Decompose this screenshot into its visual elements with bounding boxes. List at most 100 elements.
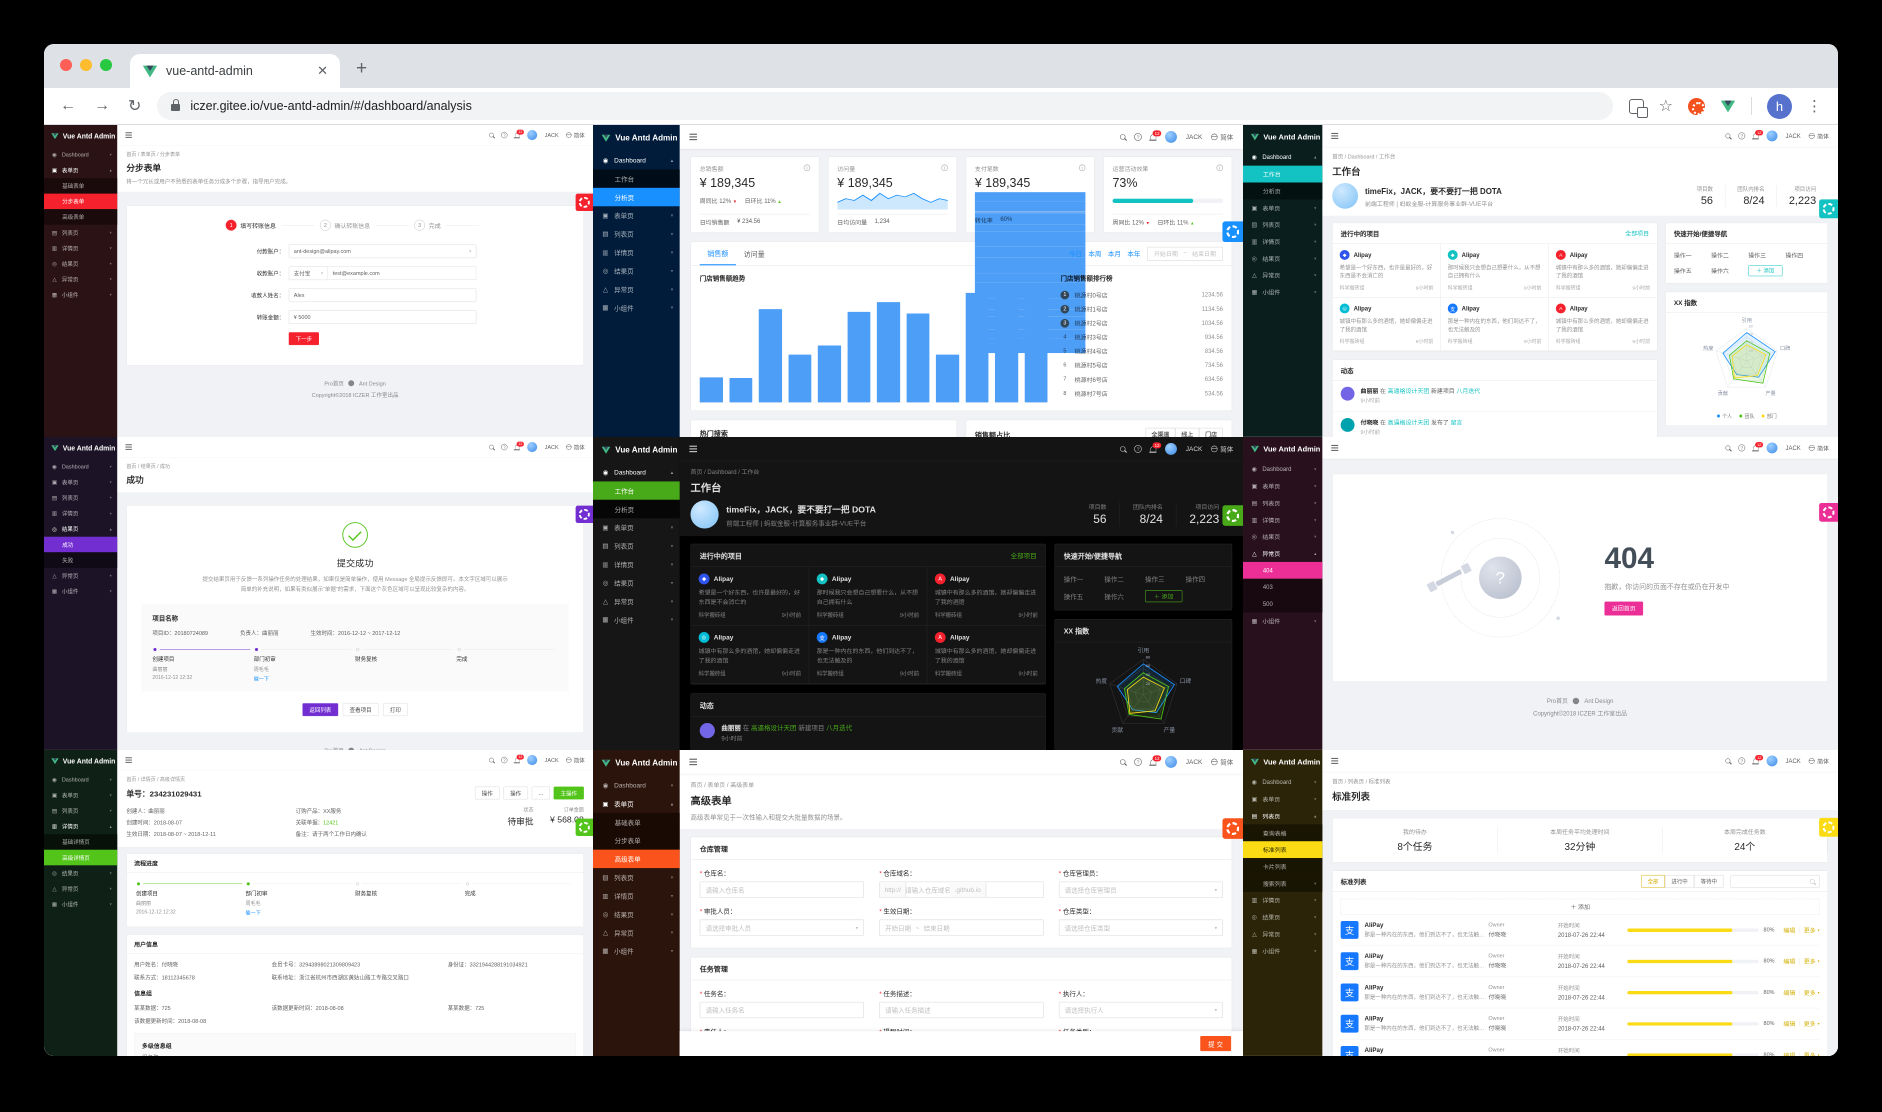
breadcrumb[interactable]: 首页 / 表单页 / 分步表单	[126, 151, 181, 158]
menu-fold-icon[interactable]	[1331, 444, 1339, 446]
sidebar-menu-item[interactable]: ▦ 小组件 ▾	[602, 615, 674, 624]
more-link[interactable]: 更多	[1803, 989, 1816, 997]
submit-button[interactable]: 提 交	[1200, 1036, 1232, 1052]
sidebar-menu-item[interactable]: ◎ 结果页 ▾	[602, 910, 674, 919]
project-card[interactable]: ◆ Alipay 那时候我只会想自己想要什么，从不想自己拥有什么 科学搬砖组 9小时前	[1440, 243, 1549, 298]
language-switcher[interactable]: 简体	[1211, 757, 1233, 766]
project-card[interactable]: A Alipay 城镇中有那么多的酒馆，她却偏偏走进了我的酒馆 科学搬砖组 9小时前	[1548, 298, 1657, 352]
project-card[interactable]: ◎ Alipay 城镇中有那么多的酒馆，她却偏偏走进了我的酒馆 科学搬砖组 9小时前	[1332, 297, 1441, 352]
app-logo[interactable]: Vue Antd Admin	[1243, 750, 1322, 774]
sidebar-menu-item[interactable]: 404	[1243, 561, 1323, 579]
username[interactable]: JACK	[1785, 444, 1801, 452]
theme-settings-button[interactable]	[1222, 505, 1243, 526]
theme-settings-button[interactable]	[575, 505, 593, 524]
sidebar-menu-item[interactable]: △ 异常页 ▾	[602, 928, 674, 937]
project-card[interactable]: 支 Alipay 那是一种内在的东西，他们到达不了，也无法触及的 科学搬砖组 9小时前	[1440, 297, 1549, 352]
help-icon[interactable]	[1738, 132, 1746, 140]
url-field[interactable]: iczer.gitee.io/vue-antd-admin/#/dashboar…	[157, 92, 1613, 120]
sidebar-menu-item[interactable]: ▣ 表单页 ▾	[51, 479, 112, 486]
quick-nav-link[interactable]: 操作二	[1104, 575, 1124, 584]
app-logo[interactable]: Vue Antd Admin	[593, 750, 680, 776]
sidebar-menu-item[interactable]: ▣ 表单页 ▾	[602, 523, 674, 532]
form-control[interactable]: 请选择执行人 ▾	[1058, 1001, 1223, 1019]
sidebar-menu-item[interactable]: ◎ 结果页 ▾	[1251, 533, 1317, 541]
sidebar-menu-item[interactable]: ▥ 详情页 ▴	[51, 823, 112, 830]
sidebar-menu-item[interactable]: 分步表单	[593, 831, 680, 850]
username[interactable]: JACK	[544, 131, 559, 139]
sidebar-menu-item[interactable]: ◎ 结果页 ▾	[602, 578, 674, 587]
sidebar-menu-item[interactable]: △ 异常页 ▾	[1252, 930, 1317, 938]
quick-nav-link[interactable]: 操作一	[1063, 575, 1084, 584]
sidebar-menu-item[interactable]: 分步表单	[44, 193, 118, 210]
view-project-button[interactable]: 查看项目	[342, 703, 379, 717]
search-icon[interactable]	[489, 132, 494, 138]
github-icon[interactable]	[348, 380, 355, 387]
info-icon[interactable]	[1078, 164, 1086, 172]
search-icon[interactable]	[1120, 446, 1126, 452]
sidebar-menu-item[interactable]: 工作台	[593, 169, 680, 188]
quick-nav-link[interactable]: 操作二	[1711, 251, 1729, 259]
search-icon[interactable]	[489, 757, 494, 763]
range-link[interactable]: 本月	[1107, 250, 1121, 258]
sidebar-menu-item[interactable]: ◎ 结果页 ▾	[52, 869, 112, 877]
browser-menu-icon[interactable]: ⋮	[1807, 98, 1822, 115]
search-icon[interactable]	[1725, 133, 1731, 139]
username[interactable]: JACK	[544, 756, 559, 764]
sidebar-menu-item[interactable]: ◉ Dashboard ▾	[1251, 778, 1317, 786]
notification-bell-icon[interactable]: 12	[513, 754, 525, 764]
edit-link[interactable]: 编辑	[1783, 926, 1796, 934]
receiver-type-select[interactable]: 支付宝 ▾	[288, 266, 329, 281]
quick-nav-link[interactable]: 操作四	[1185, 575, 1206, 584]
quick-nav-link[interactable]: 操作五	[1673, 267, 1692, 275]
notification-bell-icon[interactable]: 12	[513, 441, 525, 451]
info-icon[interactable]	[941, 164, 948, 172]
sidebar-menu-item[interactable]: 高级详情页	[44, 849, 118, 866]
sidebar-menu-item[interactable]: ▣ 表单页 ▾	[1251, 795, 1317, 803]
sidebar-menu-item[interactable]: ▣ 表单页 ▾	[1251, 482, 1317, 490]
breadcrumb[interactable]: 首页 / 结果页 / 成功	[126, 463, 170, 470]
sidebar-menu-item[interactable]: ▦ 小组件 ▾	[1251, 947, 1317, 955]
sidebar-menu-item[interactable]: 基础表单	[44, 178, 118, 194]
related-doc-link[interactable]: 12421	[323, 819, 339, 827]
sidebar-menu-item[interactable]: ▥ 详情页 ▾	[602, 248, 674, 257]
filter-button[interactable]: 等待中	[1694, 874, 1724, 888]
tab-close-icon[interactable]: ✕	[317, 63, 328, 78]
sidebar-menu-item[interactable]: ▥ 详情页 ▾	[51, 510, 112, 517]
sidebar-menu-item[interactable]: 查询表格	[1243, 824, 1323, 842]
sidebar-menu-item[interactable]: ▣ 表单页 ▾	[602, 211, 674, 220]
user-avatar[interactable]	[527, 755, 538, 766]
footer-link-antd[interactable]: Ant Design	[1584, 697, 1614, 705]
theme-settings-button[interactable]	[575, 818, 593, 837]
sidebar-menu-item[interactable]: ◉ Dashboard ▴	[1251, 153, 1317, 161]
close-window-button[interactable]	[60, 59, 72, 71]
sidebar-menu-item[interactable]: △ 异常页 ▾	[602, 285, 674, 294]
footer-link-pro[interactable]: Pro首页	[324, 748, 344, 750]
sidebar-menu-item[interactable]: △ 异常页 ▾	[602, 597, 674, 606]
minimize-window-button[interactable]	[80, 59, 92, 71]
username[interactable]: JACK	[1785, 132, 1801, 140]
project-card[interactable]: 支 Alipay 那是一种内在的东西，他们到达不了，也无法触及的 科学搬砖组 9小时前	[809, 625, 928, 685]
sidebar-menu-item[interactable]: ◉ Dashboard ▴	[602, 156, 674, 165]
more-link[interactable]: 更多	[1803, 1051, 1816, 1056]
sidebar-menu-item[interactable]: ▥ 详情页 ▾	[1251, 238, 1317, 246]
add-nav-button[interactable]: ＋ 添加	[1144, 590, 1183, 603]
sidebar-menu-item[interactable]: ▥ 详情页 ▾	[1251, 896, 1317, 904]
username[interactable]: JACK	[1785, 757, 1801, 765]
menu-fold-icon[interactable]	[689, 133, 698, 135]
project-card[interactable]: ◎ Alipay 城镇中有那么多的酒馆，她却偏偏走进了我的酒馆 科学搬砖组 9小时前	[691, 625, 810, 685]
sidebar-menu-item[interactable]: 基础详情页	[44, 834, 118, 850]
form-control[interactable]: 请选择审批人员 ▾	[699, 919, 865, 936]
edit-link[interactable]: 编辑	[1783, 989, 1796, 997]
help-icon[interactable]	[1134, 445, 1142, 453]
sidebar-menu-item[interactable]: ▦ 小组件 ▾	[1251, 617, 1317, 625]
notification-bell-icon[interactable]: 12	[1752, 754, 1764, 765]
quick-nav-link[interactable]: 操作五	[1063, 592, 1084, 601]
user-avatar[interactable]	[1766, 442, 1778, 454]
sidebar-menu-item[interactable]: ▣ 表单页 ▴	[602, 799, 674, 808]
username[interactable]: JACK	[1185, 133, 1203, 141]
date-range-picker[interactable]: 开始日期 ~ 结束日期	[1146, 246, 1223, 261]
bookmark-star-icon[interactable]: ☆	[1658, 98, 1673, 115]
form-control[interactable]: 请选择仓库类型 ▾	[1058, 919, 1223, 936]
sidebar-menu-item[interactable]: ▥ 详情页 ▾	[602, 560, 674, 569]
quick-nav-link[interactable]: 操作四	[1785, 251, 1804, 259]
